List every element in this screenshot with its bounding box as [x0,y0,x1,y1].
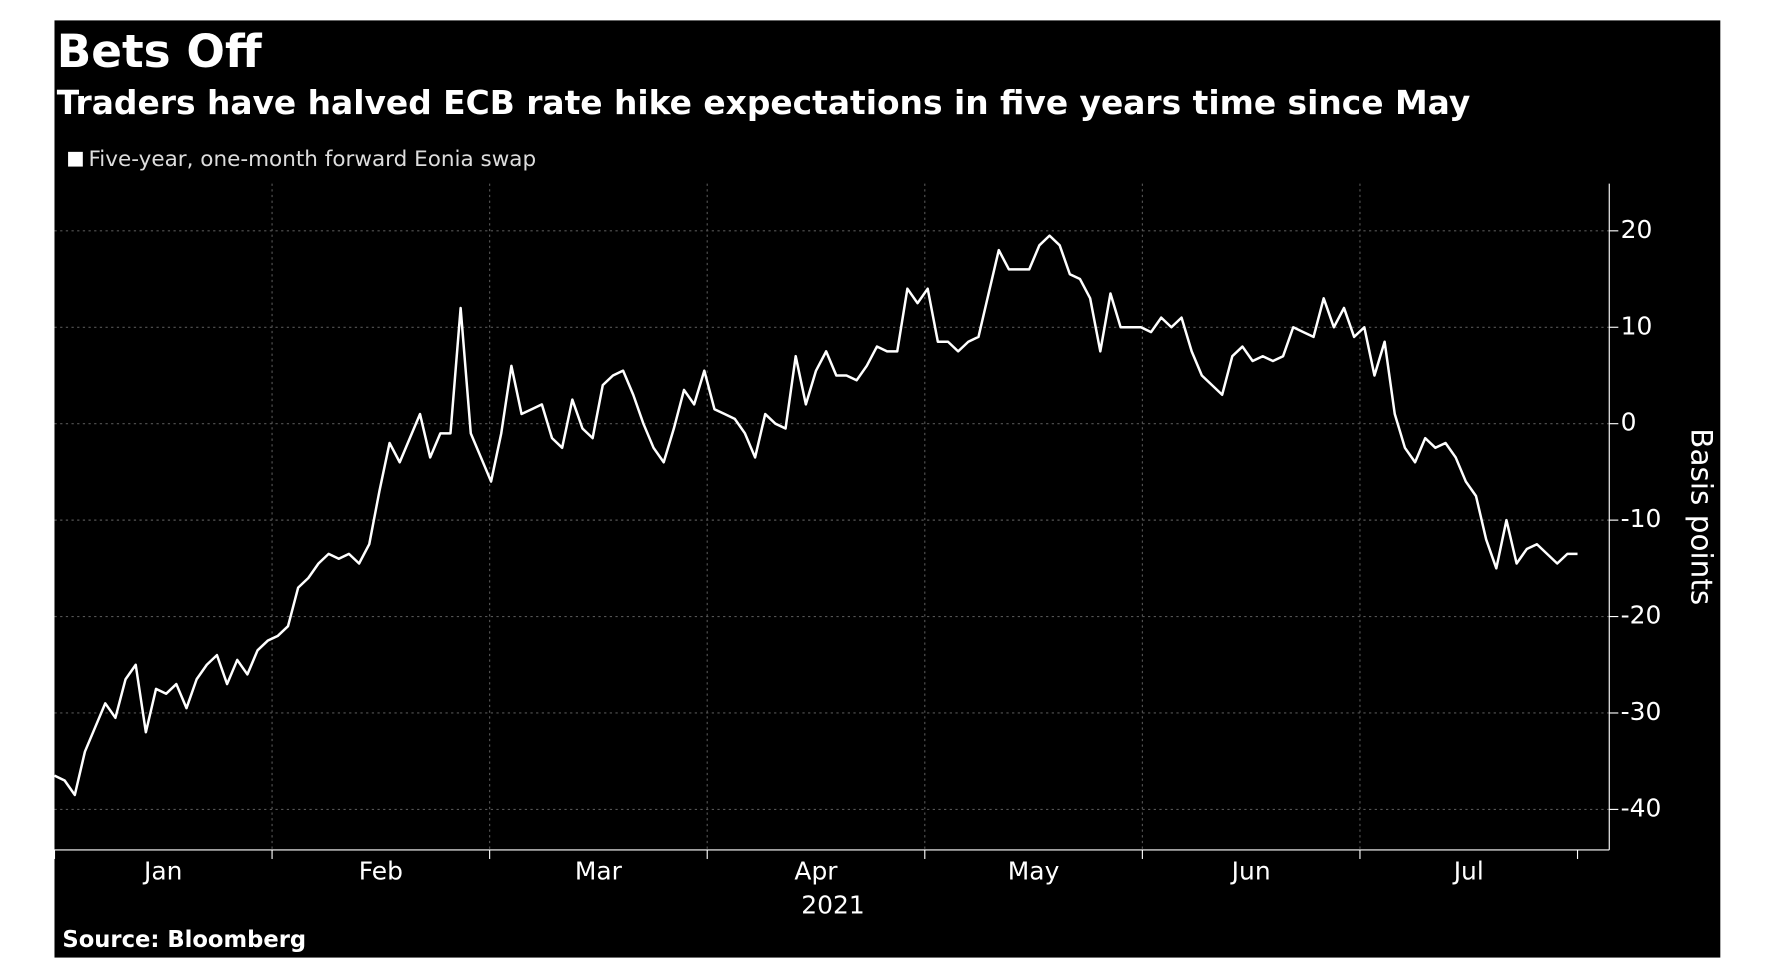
y-axis-label: Basis points [1684,428,1718,605]
y-tick-label: 20 [1621,215,1653,244]
line-series [53,234,1578,797]
y-tick-label: -40 [1621,793,1662,822]
legend-label: Five-year, one-month forward Eonia swap [88,147,536,172]
y-tick-label: -10 [1621,504,1662,533]
x-tick-label: Feb [359,857,403,886]
source: Source: Bloomberg [62,927,306,953]
x-tick-label: Jun [1230,857,1271,886]
background [54,20,1721,958]
y-tick-label: 10 [1621,311,1653,340]
chart-title: Bets Off [57,25,263,78]
x-tick-label: Jul [1452,857,1484,886]
x-year-label: 2021 [801,891,864,920]
legend-swatch [68,151,83,167]
y-tick-label: -30 [1621,697,1662,726]
chart-subtitle: Traders have halved ECB rate hike expect… [57,83,1471,122]
y-tick-label: 0 [1621,408,1637,437]
x-tick-label: Mar [575,857,623,886]
y-tick-label: -20 [1621,601,1662,630]
x-tick-label: Jan [142,857,182,886]
x-tick-label: May [1008,857,1060,886]
x-tick-label: Apr [794,857,838,886]
